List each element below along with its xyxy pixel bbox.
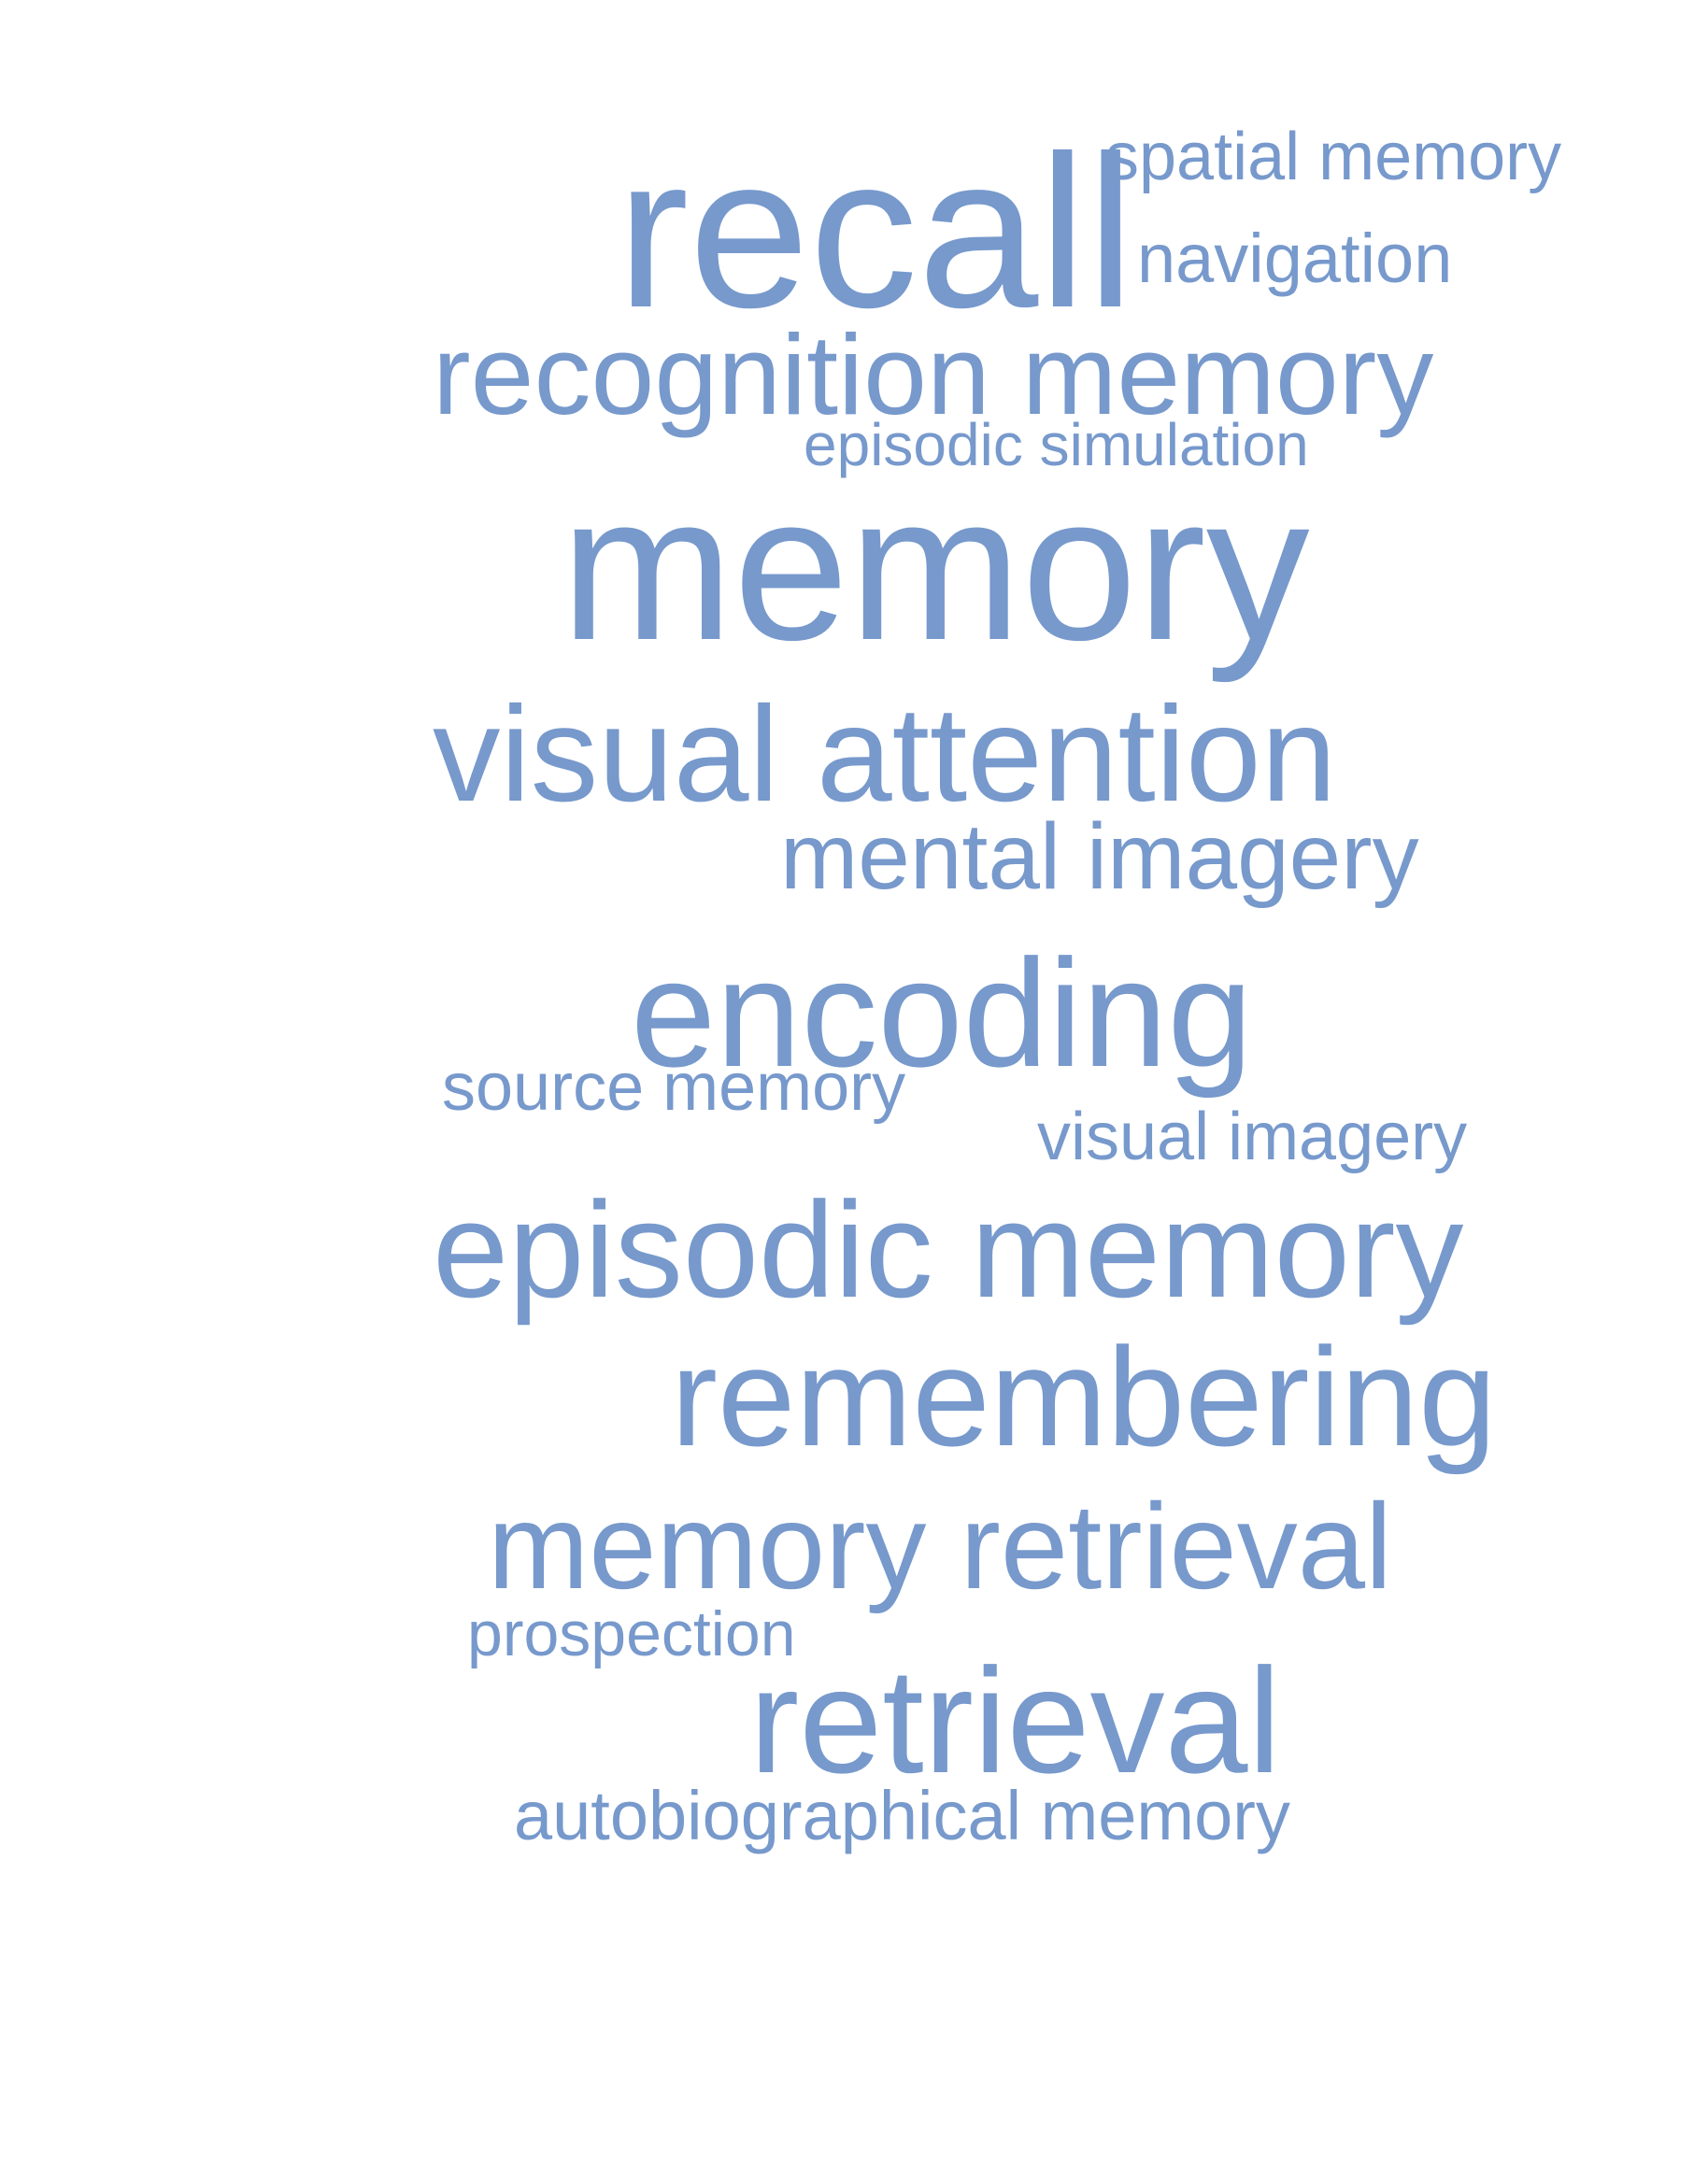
word-mental-imagery: mental imagery <box>780 804 1419 909</box>
word-navigation: navigation <box>1137 220 1453 297</box>
word-encoding: encoding <box>631 928 1253 1099</box>
word-recall: recall <box>617 111 1135 353</box>
word-retrieval: retrieval <box>749 1637 1282 1804</box>
word-visual-imagery: visual imagery <box>1037 1100 1468 1174</box>
word-autobiographical-memory: autobiographical memory <box>514 1777 1290 1854</box>
word-visual-attention: visual attention <box>433 678 1337 830</box>
word-memory-retrieval: memory retrieval <box>488 1478 1392 1614</box>
word-spatial-memory: spatial memory <box>1105 120 1562 194</box>
word-source-memory: source memory <box>442 1050 906 1125</box>
word-remembering: remembering <box>671 1318 1497 1475</box>
word-recognition-memory: recognition memory <box>433 311 1434 438</box>
word-episodic-simulation: episodic simulation <box>804 411 1309 478</box>
word-episodic-memory: episodic memory <box>433 1173 1464 1326</box>
word-memory: memory <box>561 452 1310 684</box>
word-prospection: prospection <box>467 1598 796 1669</box>
